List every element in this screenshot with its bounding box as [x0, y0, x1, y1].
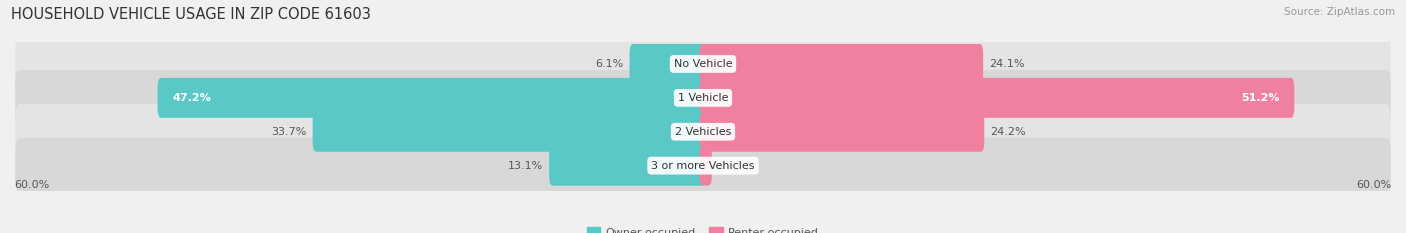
Text: HOUSEHOLD VEHICLE USAGE IN ZIP CODE 61603: HOUSEHOLD VEHICLE USAGE IN ZIP CODE 6160…	[11, 7, 371, 22]
Legend: Owner-occupied, Renter-occupied: Owner-occupied, Renter-occupied	[582, 223, 824, 233]
Text: No Vehicle: No Vehicle	[673, 59, 733, 69]
Text: 13.1%: 13.1%	[508, 161, 543, 171]
Text: 33.7%: 33.7%	[271, 127, 307, 137]
FancyBboxPatch shape	[15, 70, 1391, 126]
Text: 51.2%: 51.2%	[1241, 93, 1279, 103]
Text: 24.1%: 24.1%	[988, 59, 1025, 69]
Text: 3 or more Vehicles: 3 or more Vehicles	[651, 161, 755, 171]
Text: 60.0%: 60.0%	[14, 180, 49, 190]
FancyBboxPatch shape	[700, 146, 711, 186]
Text: 1 Vehicle: 1 Vehicle	[678, 93, 728, 103]
FancyBboxPatch shape	[700, 44, 983, 84]
Text: 0.47%: 0.47%	[717, 161, 754, 171]
FancyBboxPatch shape	[700, 78, 1295, 118]
FancyBboxPatch shape	[15, 36, 1391, 92]
Text: Source: ZipAtlas.com: Source: ZipAtlas.com	[1284, 7, 1395, 17]
FancyBboxPatch shape	[15, 104, 1391, 160]
FancyBboxPatch shape	[550, 146, 706, 186]
FancyBboxPatch shape	[15, 138, 1391, 193]
FancyBboxPatch shape	[312, 112, 706, 152]
FancyBboxPatch shape	[157, 78, 706, 118]
Text: 24.2%: 24.2%	[990, 127, 1026, 137]
FancyBboxPatch shape	[630, 44, 706, 84]
FancyBboxPatch shape	[700, 112, 984, 152]
Text: 2 Vehicles: 2 Vehicles	[675, 127, 731, 137]
Text: 60.0%: 60.0%	[1357, 180, 1392, 190]
Text: 47.2%: 47.2%	[173, 93, 211, 103]
Text: 6.1%: 6.1%	[596, 59, 624, 69]
